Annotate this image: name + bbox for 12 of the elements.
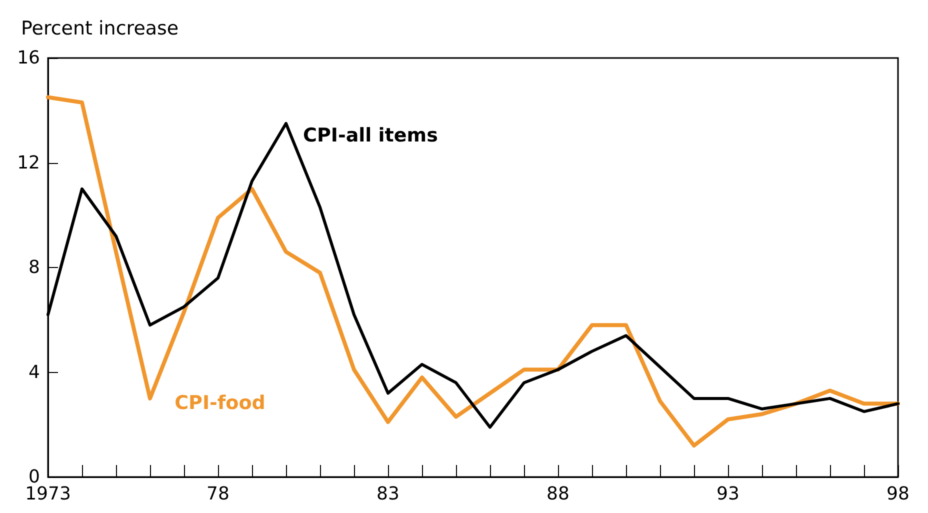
series-label: CPI-food [174,392,266,414]
y-axis-title: Percent increase [21,18,179,40]
x-tick-label: 98 [886,484,910,504]
x-tick-label: 88 [546,484,570,504]
y-tick-label: 16 [17,48,40,68]
x-tick-label: 78 [206,484,230,504]
series-label: CPI-all items [303,124,438,146]
x-tick-label: 83 [376,484,400,504]
y-tick-label: 8 [28,257,40,278]
x-tick-label: 93 [716,484,740,504]
y-tick-label: 4 [28,362,40,383]
y-tick-label: 12 [17,152,40,174]
